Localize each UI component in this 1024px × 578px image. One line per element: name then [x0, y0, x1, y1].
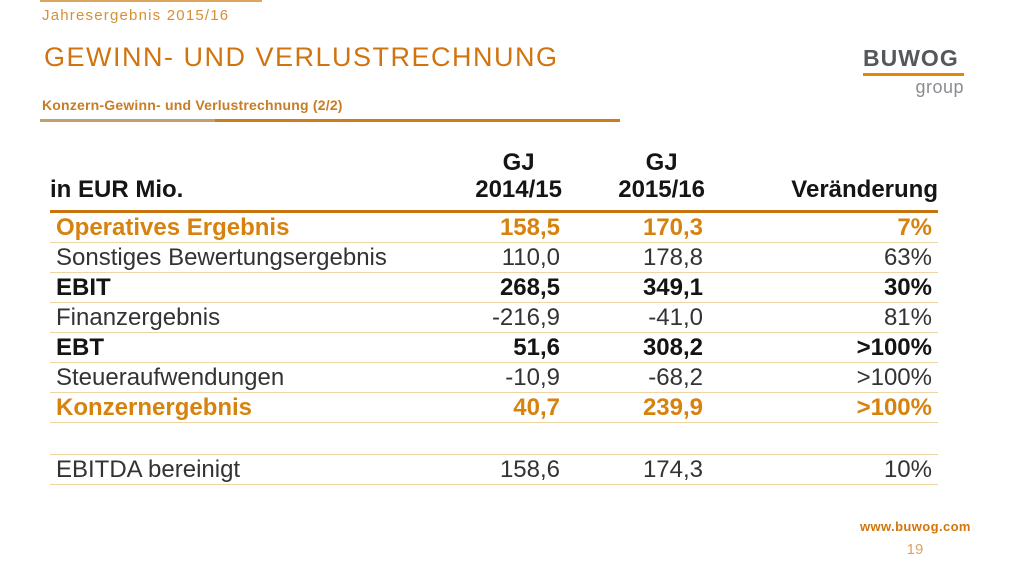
website-link[interactable]: www.buwog.com: [860, 519, 971, 534]
value-gj-2014-15: 268,5: [420, 272, 562, 303]
logo-rule: [863, 73, 964, 76]
table-spacer-row: [50, 423, 938, 455]
value-gj-2014-15: -216,9: [420, 302, 562, 333]
value-gj-2015-16: 349,1: [562, 272, 705, 303]
logo-brand-text: BUWOG: [863, 45, 959, 71]
value-change: 10%: [705, 454, 938, 485]
section-subtitle: Konzern-Gewinn- und Verlustrechnung (2/2…: [42, 97, 343, 113]
row-label: Finanzergebnis: [50, 302, 420, 333]
value-change: >100%: [705, 362, 938, 393]
col-header-gj-line: GJ: [645, 149, 678, 177]
table-row: Steueraufwendungen -10,9 -68,2 >100%: [50, 362, 938, 393]
value-gj-2014-15: -10,9: [420, 362, 562, 393]
value-gj-2015-16: -41,0: [562, 302, 705, 333]
col-header-gj-line: GJ: [502, 149, 535, 177]
value-gj-2015-16: 308,2: [562, 332, 705, 363]
value-gj-2015-16: 174,3: [562, 454, 705, 485]
row-label: Steueraufwendungen: [50, 362, 420, 393]
table-row: Sonstiges Bewertungsergebnis 110,0 178,8 63…: [50, 242, 938, 273]
value-change: >100%: [705, 392, 938, 423]
value-gj-2014-15: 158,5: [420, 211, 562, 243]
page-number: 19: [906, 541, 924, 558]
col-header-gj-2014-15: GJ 2014/15: [420, 142, 562, 213]
col-header-year-line: 2014/15: [475, 176, 562, 203]
page-title: GEWINN- UND VERLUSTRECHNUNG: [44, 42, 559, 72]
table-row: Operatives Ergebnis 158,5 170,3 7%: [50, 211, 938, 243]
spacer-cell: [50, 423, 938, 455]
col-header-change: Veränderung: [705, 142, 938, 213]
table-row: EBT 51,6 308,2 >100%: [50, 332, 938, 363]
pl-table: in EUR Mio. GJ 2014/15 GJ 2015/16 Veränd…: [50, 142, 938, 485]
value-gj-2015-16: 239,9: [562, 392, 705, 423]
logo-suffix-text: group: [915, 77, 964, 97]
value-change: 63%: [705, 242, 938, 273]
row-label: EBIT: [50, 272, 420, 303]
value-gj-2014-15: 158,6: [420, 454, 562, 485]
row-label: EBT: [50, 332, 420, 363]
value-change: 7%: [705, 211, 938, 243]
value-gj-2015-16: -68,2: [562, 362, 705, 393]
pl-table-body: Operatives Ergebnis 158,5 170,3 7% Sonstiges…: [50, 211, 938, 485]
table-row: Konzernergebnis 40,7 239,9 >100%: [50, 392, 938, 423]
buwog-logo: BUWOG group: [863, 45, 964, 98]
value-gj-2014-15: 51,6: [420, 332, 562, 363]
subtitle-rule: [40, 119, 620, 122]
value-change: 30%: [705, 272, 938, 303]
table-row: EBIT 268,5 349,1 30%: [50, 272, 938, 303]
row-label: Operatives Ergebnis: [50, 211, 420, 243]
value-gj-2014-15: 110,0: [420, 242, 562, 273]
row-label: Sonstiges Bewertungsergebnis: [50, 242, 420, 273]
value-change: >100%: [705, 332, 938, 363]
row-label: EBITDA bereinigt: [50, 454, 420, 485]
value-gj-2015-16: 170,3: [562, 211, 705, 243]
col-header-gj-2015-16: GJ 2015/16: [562, 142, 705, 213]
value-change: 81%: [705, 302, 938, 333]
value-gj-2014-15: 40,7: [420, 392, 562, 423]
value-gj-2015-16: 178,8: [562, 242, 705, 273]
table-row: EBITDA bereinigt 158,6 174,3 10%: [50, 454, 938, 485]
kicker: Jahresergebnis 2015/16: [42, 7, 230, 24]
unit-label: in EUR Mio.: [50, 142, 420, 213]
kicker-top-rule: [40, 0, 262, 2]
col-header-year-line: 2015/16: [618, 176, 705, 203]
table-header-row: in EUR Mio. GJ 2014/15 GJ 2015/16 Veränd…: [50, 142, 938, 213]
row-label: Konzernergebnis: [50, 392, 420, 423]
table-row: Finanzergebnis -216,9 -41,0 81%: [50, 302, 938, 333]
